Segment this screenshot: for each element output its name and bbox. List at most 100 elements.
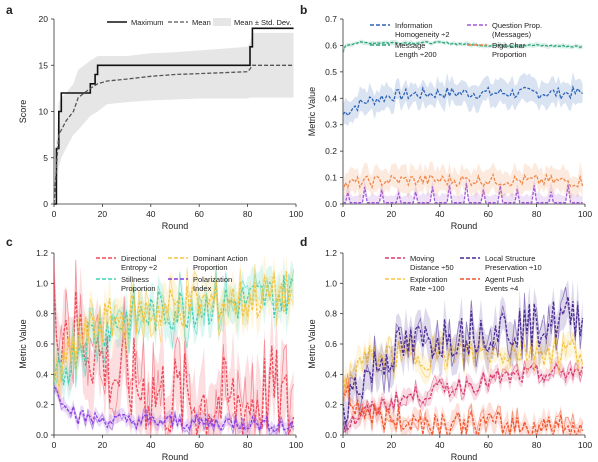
legend-label: Homogeneity ÷2	[395, 30, 450, 39]
y-tick-label: 0.8	[36, 309, 48, 319]
legend-label: Proportion	[492, 50, 527, 59]
panel-a: 0 20 40 60 80 100 0 5 10 15 20 Round Score a Maximum Me…	[6, 3, 303, 231]
y-tick-label: 0.6	[325, 339, 337, 349]
panel-c: 0 20 40 60 80 100 0.0 0.2 0.4 0.6 0.8 1.0 1.2 Round Me…	[6, 235, 303, 462]
legend-label: Polarization	[193, 275, 232, 284]
legend-label: Message	[395, 41, 425, 50]
y-tick-label: 10	[39, 107, 49, 117]
x-tick-label: 80	[243, 209, 253, 219]
series-mean-line	[343, 172, 584, 192]
y-tick-label: 0.5	[325, 67, 337, 77]
plot-area	[54, 253, 295, 435]
legend: Maximum Mean Mean ± Std. Dev.	[107, 18, 291, 27]
y-tick-label: 0.4	[325, 93, 337, 103]
legend-label: Preservation ÷10	[485, 263, 542, 272]
legend-label: Exploration	[410, 275, 448, 284]
x-tick-label: 0	[52, 440, 57, 450]
x-tick-label: 20	[98, 440, 108, 450]
series-mean-line	[343, 296, 584, 425]
y-tick-label: 15	[39, 60, 49, 70]
panel-letter: d	[300, 235, 307, 249]
y-axis-label: Score	[18, 100, 28, 124]
legend-label: Mean ± Std. Dev.	[234, 18, 291, 27]
legend-label: Distance ÷50	[410, 263, 454, 272]
series-raw-line	[54, 259, 294, 435]
x-tick-label: 100	[289, 209, 303, 219]
legend-swatch	[213, 18, 231, 26]
series-mean-line	[343, 384, 584, 435]
x-tick-label: 80	[532, 440, 542, 450]
series-raw-line	[343, 287, 583, 432]
y-tick-label: 0.6	[36, 339, 48, 349]
x-tick-label: 40	[146, 440, 156, 450]
legend-label: Directional	[121, 254, 157, 263]
x-tick-label: 60	[483, 209, 493, 219]
y-tick-label: 0.0	[36, 430, 48, 440]
legend-label: Events ÷4	[485, 284, 518, 293]
x-axis-label: Round	[451, 452, 478, 462]
maximum-line	[54, 27, 294, 205]
y-tick-label: 0.7	[325, 14, 337, 24]
y-tick-label: 1.2	[325, 248, 337, 258]
y-tick-label: 5	[43, 153, 48, 163]
series-mean-line	[343, 41, 583, 53]
legend-label: Proportion	[193, 263, 228, 272]
legend-label: Mean	[192, 18, 211, 27]
x-tick-label: 40	[435, 440, 445, 450]
y-tick-label: 0.2	[325, 146, 337, 156]
series-mean-line	[343, 84, 583, 117]
panel-d: 0 20 40 60 80 100 0.0 0.2 0.4 0.6 0.8 1.0 1.2 Round Me…	[300, 235, 592, 462]
plot-area	[343, 39, 584, 204]
series-band	[343, 161, 583, 203]
y-tick-label: 0.0	[325, 430, 337, 440]
y-tick-label: 1.0	[325, 278, 337, 288]
panel-letter: c	[6, 235, 13, 249]
legend-label: (Messages)	[492, 30, 532, 39]
y-tick-label: 0.6	[325, 40, 337, 50]
y-axis-label: Metric Value	[307, 319, 317, 368]
x-tick-label: 40	[435, 209, 445, 219]
y-tick-label: 0.2	[36, 400, 48, 410]
series-band	[343, 39, 583, 55]
series-band	[343, 374, 583, 435]
x-axis-label: Round	[451, 221, 478, 231]
plot-area	[343, 279, 584, 435]
series-mean-line	[54, 271, 294, 388]
x-tick-label: 0	[52, 209, 57, 219]
mean-line	[53, 64, 294, 205]
legend-label: Moving	[410, 254, 434, 263]
series-band	[343, 175, 583, 204]
series-raw-line	[54, 263, 294, 399]
legend-label: Dominant Action	[193, 254, 248, 263]
x-tick-label: 60	[194, 209, 204, 219]
x-tick-label: 100	[289, 440, 303, 450]
x-tick-label: 20	[387, 209, 397, 219]
legend-label: Maximum	[131, 18, 164, 27]
legend-label: Agent Push	[485, 275, 524, 284]
x-tick-label: 60	[483, 440, 493, 450]
series-mean-line	[54, 386, 295, 433]
y-tick-label: 20	[39, 14, 49, 24]
y-tick-label: 0.0	[325, 199, 337, 209]
legend-label: Stillness	[121, 275, 149, 284]
series-mean-line	[343, 362, 584, 434]
y-tick-label: 0.1	[325, 173, 337, 183]
legend-label: Digit Char	[492, 41, 526, 50]
series-mean-line	[54, 280, 295, 435]
y-tick-label: 1.2	[36, 248, 48, 258]
y-tick-label: 0.2	[325, 400, 337, 410]
legend-label: Local Structure	[485, 254, 535, 263]
x-axis-label: Round	[162, 221, 189, 231]
x-tick-label: 20	[387, 440, 397, 450]
x-tick-label: 100	[578, 440, 592, 450]
x-tick-label: 0	[341, 440, 346, 450]
y-tick-label: 1.0	[36, 278, 48, 288]
y-axis-label: Metric Value	[18, 319, 28, 368]
series-band	[343, 71, 583, 127]
legend-label: Rate ÷100	[410, 284, 445, 293]
y-axis-label: Metric Value	[307, 87, 317, 136]
